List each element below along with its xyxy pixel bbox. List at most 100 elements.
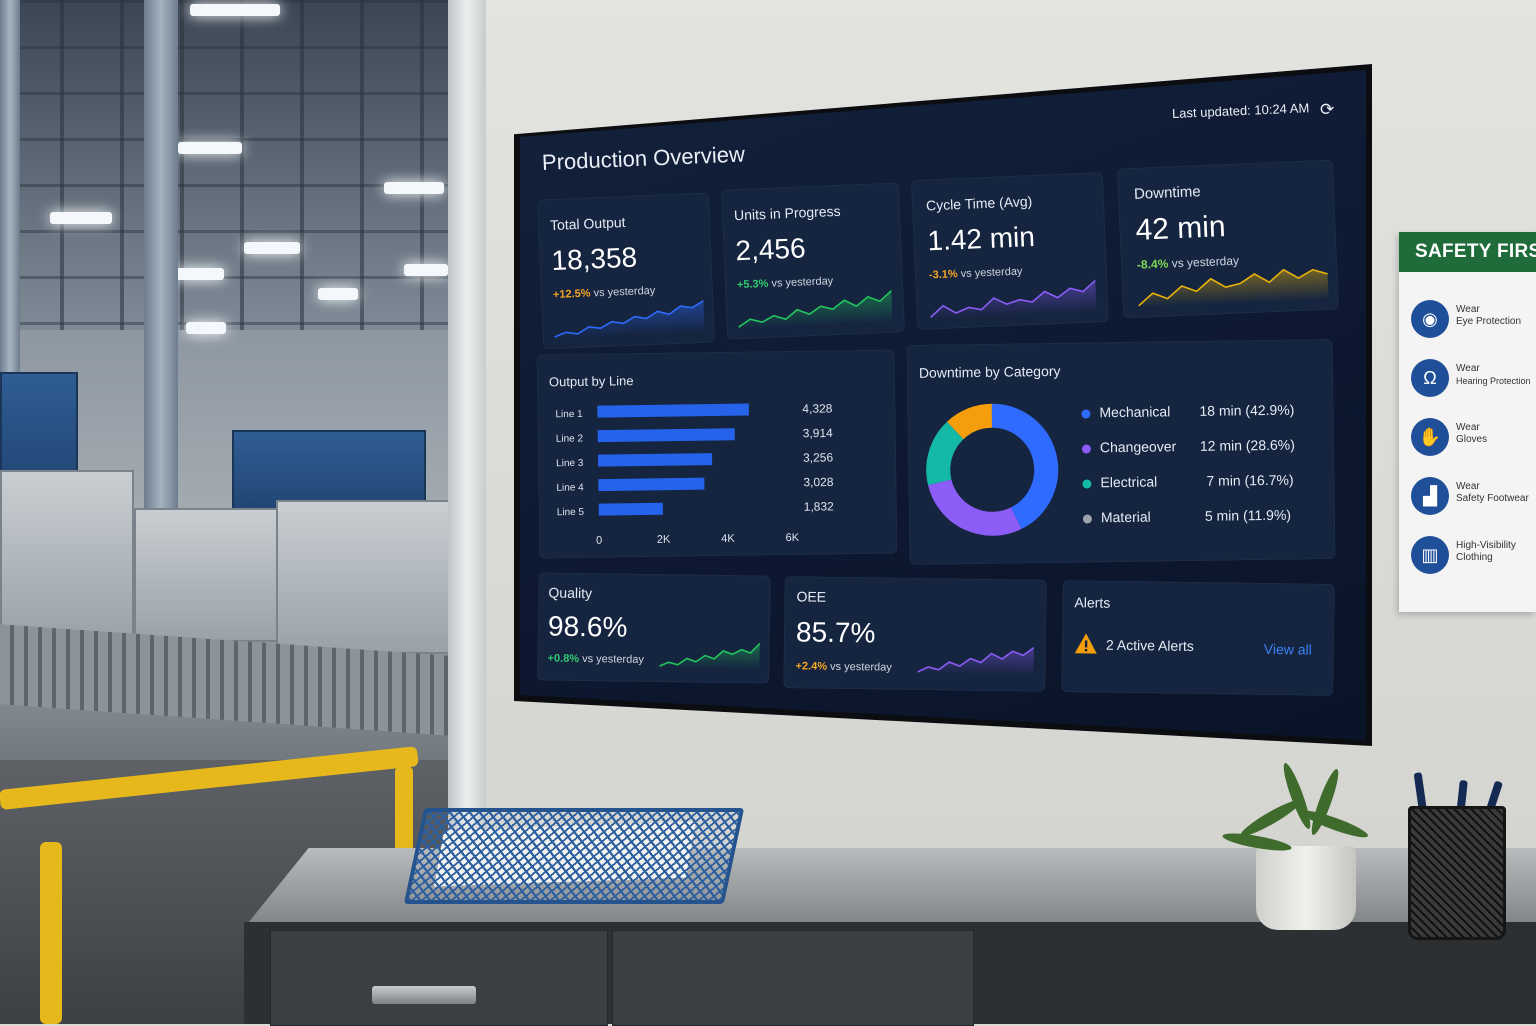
bar bbox=[597, 453, 713, 467]
ceiling-light bbox=[50, 212, 112, 224]
bar-label: Line 2 bbox=[556, 433, 584, 444]
ppe-line1: Wear bbox=[1456, 481, 1480, 492]
kpi-card-oee[interactable]: OEE 85.7% +2.4% vs yesterday bbox=[783, 576, 1047, 692]
legend-dot bbox=[1082, 479, 1092, 489]
donut-slice bbox=[946, 403, 993, 440]
bar-value: 3,914 bbox=[803, 426, 834, 440]
sparkline-quality bbox=[659, 642, 761, 670]
donut-chart-downtime bbox=[926, 403, 1059, 536]
axis-tick-label: 6K bbox=[786, 532, 800, 544]
machine bbox=[0, 470, 134, 644]
ppe-line2: Eye Protection bbox=[1456, 316, 1522, 327]
ppe-line1: Wear bbox=[1456, 422, 1480, 433]
kpi-label: Total Output bbox=[549, 213, 626, 234]
safety-railing-post bbox=[395, 766, 413, 866]
panel-title: Downtime by Category bbox=[918, 362, 1061, 381]
legend-item[interactable]: Changeover 12 min (28.6%) bbox=[1081, 436, 1322, 459]
kpi-value: 85.7% bbox=[795, 616, 876, 649]
ceiling-light bbox=[384, 182, 444, 194]
sparkline-cycle-time bbox=[930, 279, 1097, 320]
ppe-line2: Gloves bbox=[1456, 434, 1488, 445]
kpi-value: 18,358 bbox=[550, 241, 638, 277]
legend-item[interactable]: Mechanical 18 min (42.9%) bbox=[1081, 401, 1321, 424]
legend-value: 7 min (16.7%) bbox=[1206, 471, 1294, 489]
ceiling-light bbox=[244, 242, 300, 254]
alerts-panel: Alerts 2 Active Alerts View all bbox=[1061, 580, 1335, 696]
axis-tick-label: 4K bbox=[721, 533, 735, 545]
kpi-value: 1.42 min bbox=[926, 220, 1036, 257]
donut-slice bbox=[991, 403, 1059, 529]
kpi-card-quality[interactable]: Quality 98.6% +0.8% vs yesterday bbox=[537, 572, 771, 684]
bar-value: 3,028 bbox=[803, 475, 834, 489]
legend-name: Electrical bbox=[1100, 473, 1158, 491]
machine bbox=[134, 508, 288, 642]
document-tray bbox=[403, 808, 745, 904]
bar bbox=[597, 403, 749, 418]
boot-icon: ▟ bbox=[1411, 477, 1449, 515]
ppe-line2: Safety Footwear bbox=[1456, 493, 1529, 504]
sparkline-line bbox=[930, 279, 1096, 318]
glove-icon: ✋ bbox=[1411, 418, 1449, 456]
legend-name: Mechanical bbox=[1099, 403, 1171, 421]
kpi-delta: +0.8% vs yesterday bbox=[547, 652, 644, 666]
bar bbox=[598, 502, 663, 516]
factory-ceiling bbox=[0, 0, 450, 330]
legend-dot bbox=[1081, 409, 1091, 419]
bar-chart-output-by-line: Line 1 4,328 Line 2 3,914 Line 3 3,256 Line 4 3… bbox=[555, 401, 835, 547]
sparkline-total-output bbox=[554, 300, 705, 340]
legend-name: Changeover bbox=[1099, 438, 1177, 456]
factory-background bbox=[0, 0, 450, 1024]
legend-item[interactable]: Material 5 min (11.9%) bbox=[1082, 506, 1323, 529]
bar bbox=[598, 477, 705, 492]
ceiling-light bbox=[318, 288, 358, 300]
view-all-link[interactable]: View all bbox=[1263, 640, 1312, 658]
kpi-delta: -3.1% vs yesterday bbox=[928, 265, 1023, 282]
bar-label: Line 3 bbox=[556, 458, 584, 469]
ppe-line1: Wear bbox=[1456, 363, 1480, 374]
ppe-line2: Hearing Protection bbox=[1456, 376, 1531, 386]
sparkline-units-in-progress bbox=[738, 290, 893, 330]
bar-value: 4,328 bbox=[802, 401, 833, 415]
bar-label: Line 1 bbox=[555, 409, 583, 420]
kpi-card-units-in-progress[interactable]: Units in Progress 2,456 +5.3% vs yesterd… bbox=[720, 182, 906, 340]
output-by-line-panel: Output by Line Line 1 4,328 Line 2 3,914 Lin… bbox=[536, 349, 898, 559]
bar-value: 1,832 bbox=[804, 499, 835, 513]
ceiling-light bbox=[176, 268, 224, 280]
downtime-by-category-panel: Downtime by Category Mechanical 18 min (… bbox=[906, 339, 1336, 565]
plant-pot bbox=[1256, 846, 1356, 930]
kpi-delta: +2.4% vs yesterday bbox=[795, 660, 892, 674]
ceiling-light bbox=[186, 322, 226, 334]
safety-railing-post bbox=[40, 842, 62, 1024]
desk-drawer[interactable] bbox=[270, 930, 608, 1026]
donut-slice bbox=[926, 421, 964, 486]
vest-icon: ▥ bbox=[1411, 536, 1449, 574]
axis-tick-label: 0 bbox=[596, 535, 602, 547]
kpi-card-total-output[interactable]: Total Output 18,358 +12.5% vs yesterday bbox=[536, 192, 716, 350]
kpi-value: 42 min bbox=[1134, 210, 1227, 247]
kpi-value: 2,456 bbox=[734, 232, 807, 267]
axis-tick-label: 2K bbox=[657, 534, 671, 546]
sparkline-area bbox=[659, 643, 760, 670]
donut-legend: Mechanical 18 min (42.9%) Changeover 12 … bbox=[1081, 401, 1321, 525]
kpi-label: Cycle Time (Avg) bbox=[925, 193, 1033, 214]
kpi-card-cycle-time[interactable]: Cycle Time (Avg) 1.42 min -3.1% vs yeste… bbox=[910, 172, 1110, 330]
bar bbox=[597, 428, 735, 443]
desk-drawer[interactable] bbox=[612, 930, 974, 1026]
sparkline-line bbox=[917, 647, 1035, 673]
drawer-handle[interactable] bbox=[372, 986, 476, 1004]
kpi-card-downtime[interactable]: Downtime 42 min -8.4% vs yesterday bbox=[1116, 159, 1340, 319]
legend-value: 18 min (42.9%) bbox=[1199, 401, 1295, 419]
machine bbox=[276, 500, 450, 654]
legend-item[interactable]: Electrical 7 min (16.7%) bbox=[1082, 471, 1322, 494]
refresh-icon[interactable]: ⟳ bbox=[1320, 100, 1335, 119]
bar-value: 3,256 bbox=[803, 450, 834, 464]
warning-icon bbox=[1074, 633, 1097, 654]
ppe-line1: Wear bbox=[1456, 304, 1480, 315]
pen-holder bbox=[1408, 806, 1506, 940]
kpi-label: Units in Progress bbox=[733, 202, 841, 224]
legend-value: 12 min (28.6%) bbox=[1199, 436, 1295, 454]
kpi-value: 98.6% bbox=[547, 610, 628, 643]
ppe-line1: High-Visibility bbox=[1456, 540, 1516, 551]
sparkline-line bbox=[1138, 268, 1328, 307]
